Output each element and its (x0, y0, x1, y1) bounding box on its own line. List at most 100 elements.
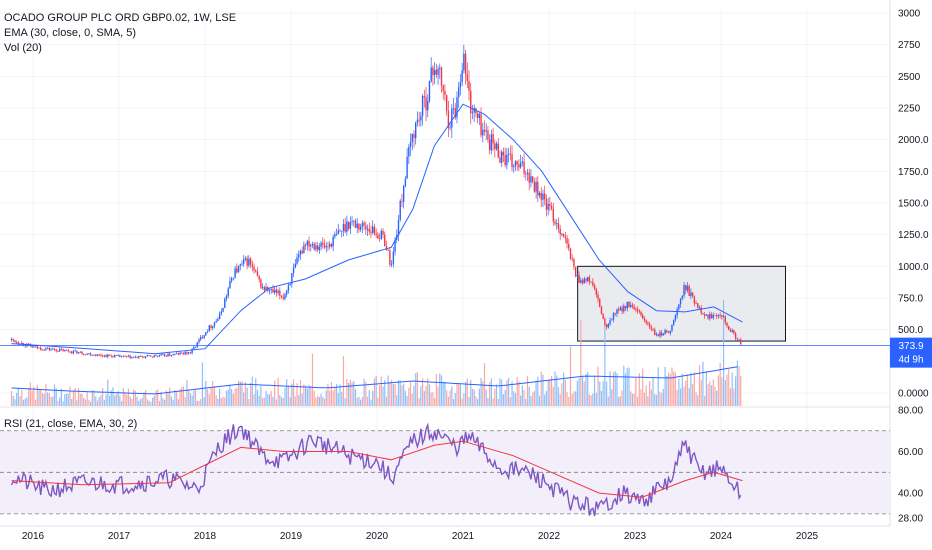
candle-body (452, 108, 455, 110)
candle-body (655, 334, 658, 335)
volume-bar (461, 398, 463, 406)
volume-bar (404, 390, 406, 406)
candle-body (593, 285, 596, 289)
volume-bar (702, 361, 704, 406)
volume-bar (389, 381, 391, 406)
candle-body (389, 250, 391, 265)
volume-bar (516, 376, 518, 406)
volume-bar (127, 388, 130, 406)
volume-bar (425, 385, 427, 406)
volume-bar (196, 400, 198, 406)
volume-bar (477, 399, 479, 406)
volume-bar (649, 381, 651, 406)
volume-bar (606, 381, 608, 406)
candle-body (427, 100, 429, 111)
candle-body (712, 315, 714, 318)
volume-bar (225, 390, 228, 406)
volume-bar (294, 396, 296, 406)
candle-body (354, 220, 357, 228)
volume-bar (394, 384, 396, 406)
volume-bar (421, 378, 424, 406)
volume-bar (181, 387, 183, 406)
candle-body (630, 305, 632, 307)
candle-body (229, 280, 231, 289)
candle-body (605, 324, 608, 328)
volume-bar (253, 394, 255, 406)
candle-body (681, 295, 683, 299)
candle-body (304, 244, 307, 246)
candle-body (740, 339, 742, 345)
volume-bar (523, 389, 525, 406)
volume-bar (96, 400, 99, 406)
volume-bar (375, 375, 377, 406)
candle-body (550, 205, 553, 210)
candle-body (397, 220, 400, 236)
candle-body (193, 347, 195, 350)
volume-bar (473, 389, 475, 406)
volume-bar (210, 387, 212, 406)
volume-bar (593, 375, 596, 406)
candle-body (206, 331, 209, 333)
volume-bar (112, 387, 114, 406)
volume-bar (722, 299, 725, 406)
volume-bar (683, 386, 685, 406)
candle-body (181, 352, 183, 354)
volume-bar (279, 394, 281, 406)
candle-body (645, 320, 647, 323)
candle-body (444, 91, 446, 96)
candle-body (349, 222, 352, 229)
candle-body (366, 228, 369, 230)
volume-bar (146, 399, 148, 406)
candle-body (108, 354, 111, 356)
volume-bar (100, 395, 102, 406)
volume-bar (636, 396, 639, 406)
candle-body (189, 352, 192, 354)
candle-body (172, 354, 174, 356)
candle-body (659, 332, 661, 336)
candle-body (507, 153, 510, 155)
candle-body (683, 285, 685, 296)
volume-bar (222, 396, 224, 406)
candle-body (402, 186, 405, 202)
volume-bar (721, 377, 723, 406)
candle-body (174, 353, 176, 355)
volume-bar (160, 392, 162, 406)
volume-bar (537, 376, 539, 406)
candle-body (329, 244, 331, 247)
time-tick-label: 2021 (452, 531, 475, 542)
time-tick-label: 2016 (22, 531, 45, 542)
price-tick-label: 500.0 (898, 325, 923, 336)
volume-bar (48, 393, 50, 406)
candle-body (114, 355, 116, 358)
candle-body (196, 342, 198, 347)
volume-bar (623, 365, 625, 406)
volume-bar (385, 396, 388, 406)
volume-bar (275, 399, 277, 406)
candle-body (497, 143, 499, 158)
volume-bar (274, 380, 276, 406)
candle-body (736, 338, 739, 340)
candle-body (671, 324, 673, 331)
candle-body (456, 97, 458, 118)
candle-body (378, 238, 381, 240)
candle-body (112, 356, 114, 358)
candle-body (101, 355, 104, 357)
volume-bar (255, 378, 257, 406)
last-price-label: 373.9 (898, 341, 923, 352)
candle-body (535, 181, 537, 192)
volume-bar (432, 392, 434, 406)
volume-bar (686, 374, 689, 406)
candle-body (458, 87, 460, 98)
candle-body (423, 96, 425, 98)
candle-body (15, 342, 18, 343)
candle-body (344, 224, 346, 232)
volume-bar (513, 391, 515, 406)
volume-bar (201, 362, 204, 406)
volume-bar (449, 390, 451, 406)
candle-body (212, 325, 214, 328)
volume-bar (507, 377, 510, 406)
volume-bar (363, 378, 365, 406)
candle-body (232, 277, 235, 279)
candle-body (487, 130, 489, 140)
